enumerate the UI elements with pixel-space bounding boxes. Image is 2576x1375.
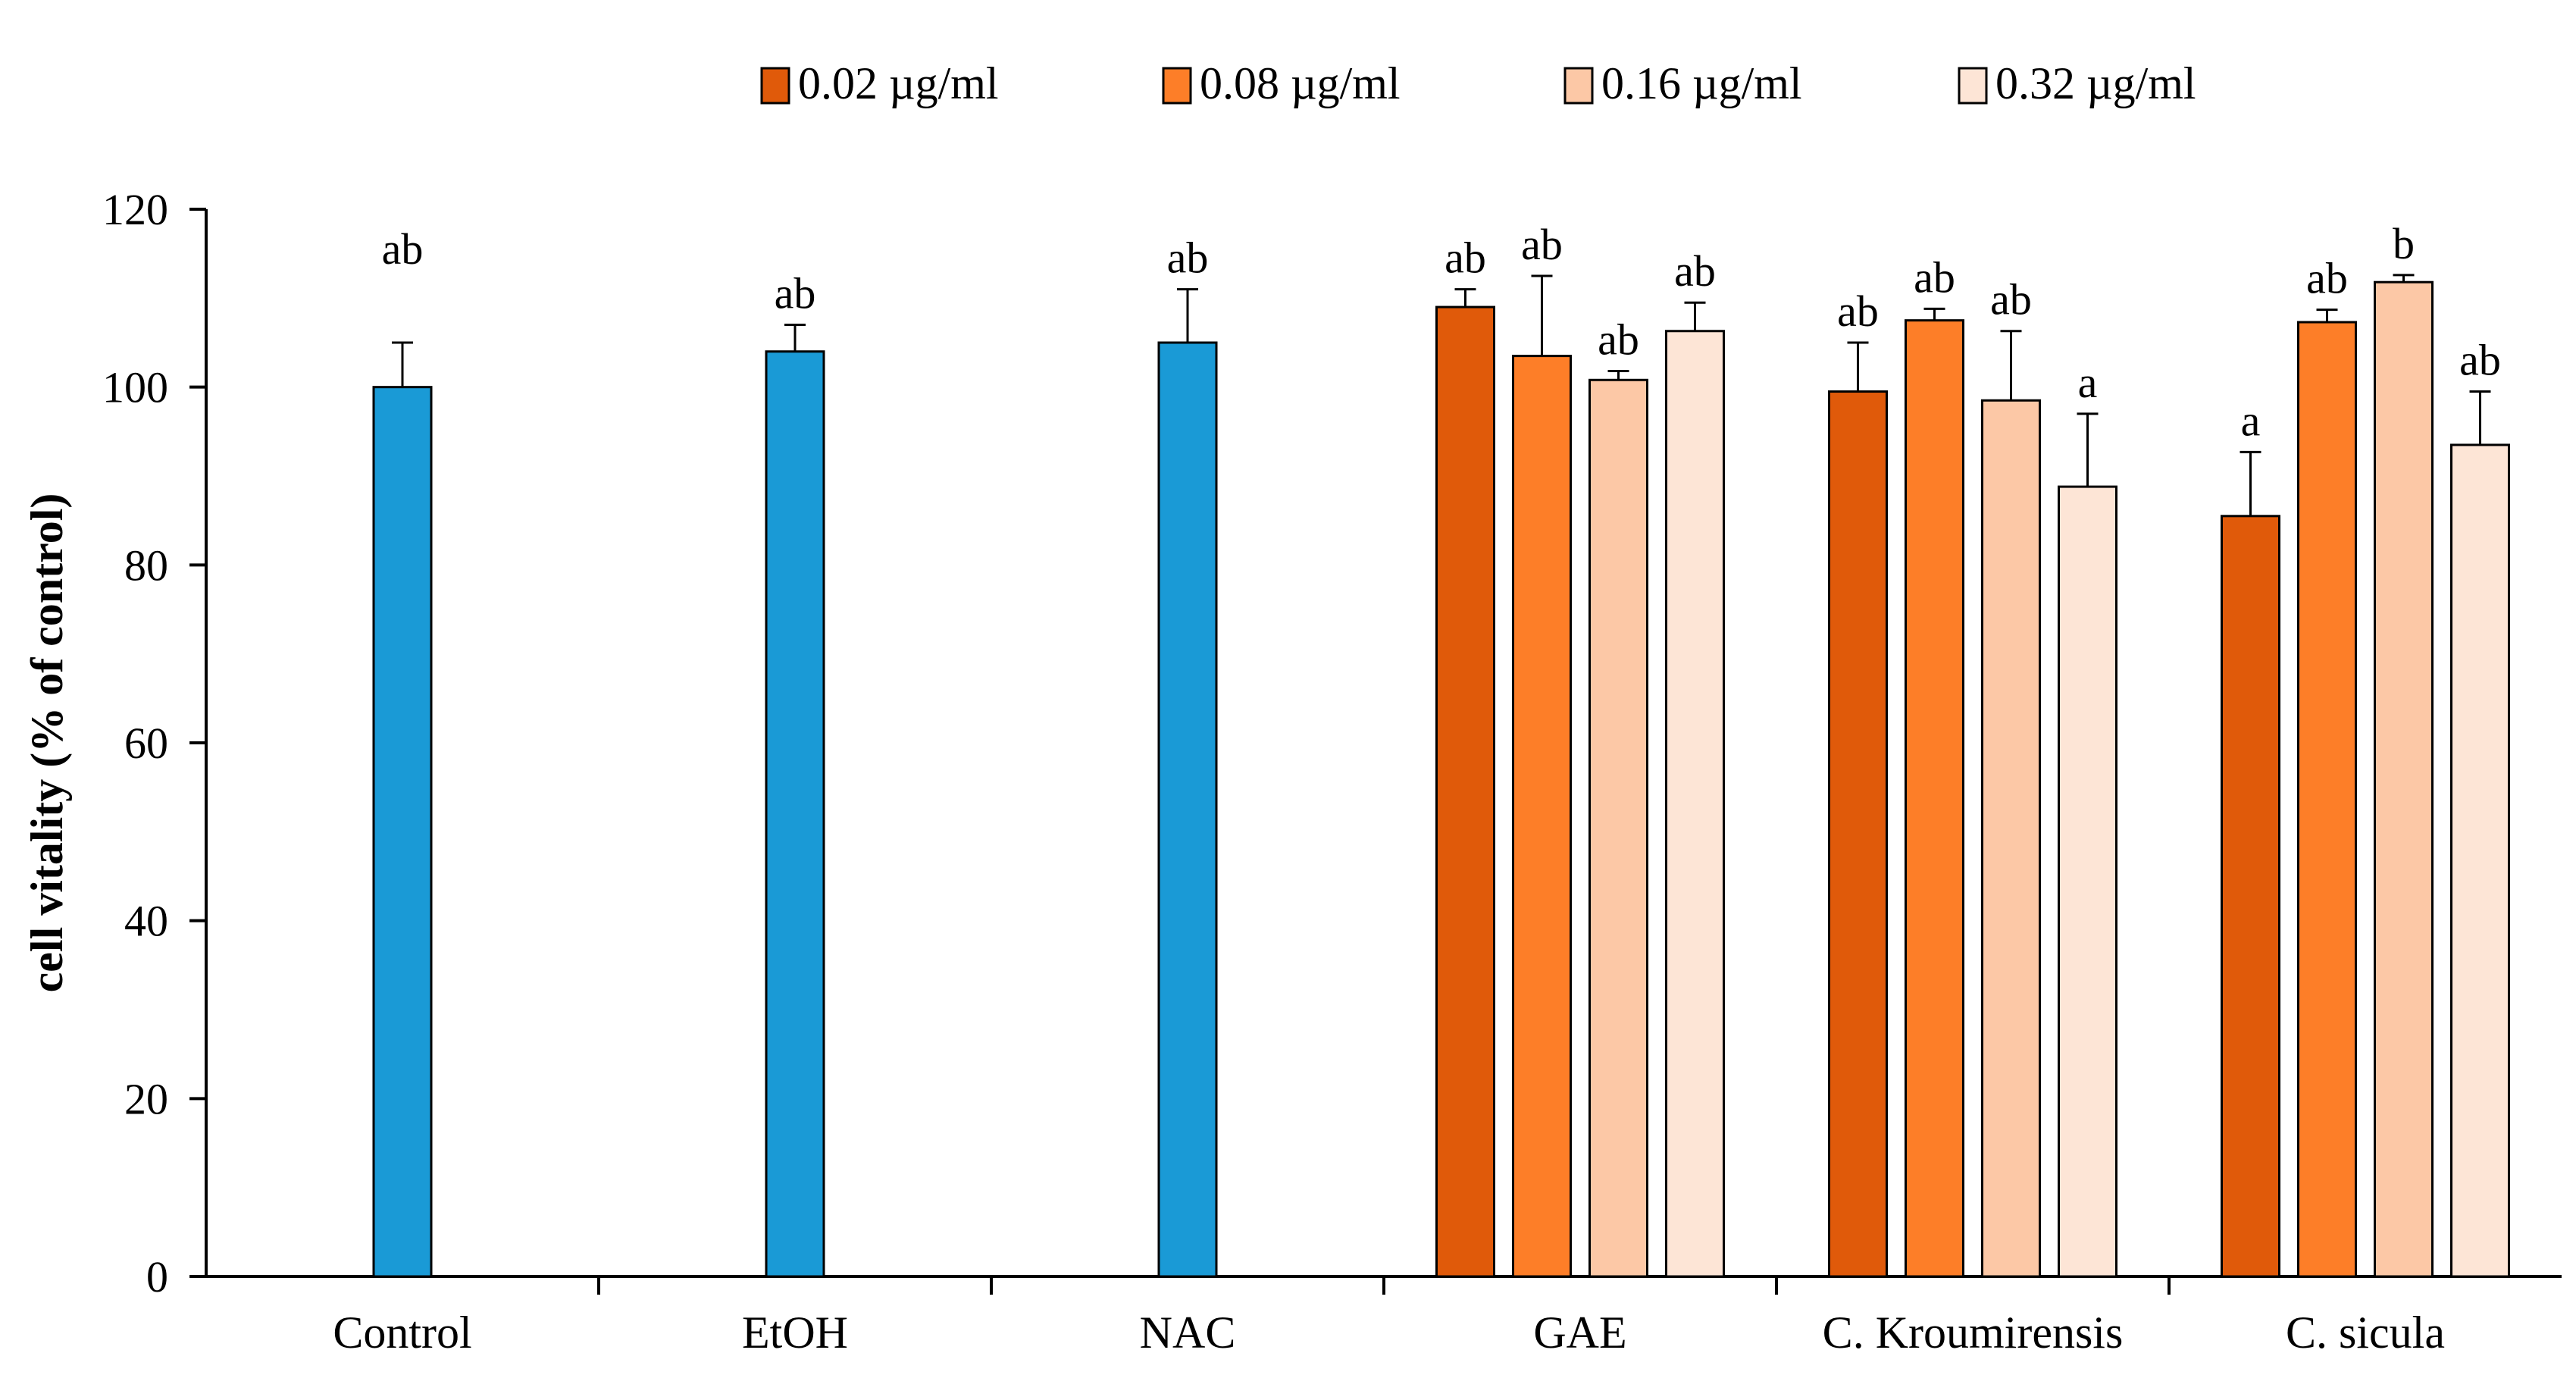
bar-g4-b3 — [1588, 378, 1648, 1278]
sig-label-g4-b3: ab — [1598, 315, 1639, 365]
y-tick-label-60: 60 — [124, 719, 168, 768]
legend-label-4: 0.32 µg/ml — [1995, 58, 2196, 108]
sig-label-g6-b2: ab — [2306, 254, 2348, 303]
y-tick-label-80: 80 — [124, 540, 168, 590]
legend-label-1: 0.02 µg/ml — [798, 58, 999, 108]
bar-g6-b4 — [2450, 443, 2510, 1278]
sig-label-g5-b4: a — [2078, 358, 2098, 407]
bar-g5-b3 — [1981, 399, 2041, 1278]
legend: 0.02 µg/ml 0.08 µg/ml 0.16 µg/ml 0.32 µg/ml — [760, 58, 2196, 108]
bar-g5-b2 — [1905, 319, 1964, 1278]
sig-label-g5-b3: ab — [1990, 275, 2032, 324]
sig-label-g6-b1: a — [2241, 396, 2261, 445]
sig-label-g3-b1: ab — [1167, 233, 1209, 283]
sig-label-g5-b1: ab — [1837, 287, 1879, 336]
legend-swatch-2 — [1162, 67, 1192, 105]
bar-g4-b4 — [1665, 330, 1725, 1278]
y-tick-label-120: 120 — [102, 185, 168, 234]
bars — [372, 274, 2510, 1278]
category-label-4: GAE — [1533, 1308, 1626, 1358]
category-label-6: C. sicula — [2286, 1308, 2445, 1358]
sig-label-g6-b4: ab — [2459, 336, 2501, 385]
category-label-5: C. Kroumirensis — [1823, 1308, 2124, 1358]
sig-label-g2-b1: ab — [775, 269, 816, 318]
legend-label-3: 0.16 µg/ml — [1601, 58, 1802, 108]
bar-g5-b1 — [1828, 390, 1888, 1278]
sig-label-g5-b2: ab — [1914, 252, 1955, 302]
legend-swatch-4 — [1958, 67, 1988, 105]
bar-g6-b3 — [2374, 280, 2434, 1278]
y-tick-label-0: 0 — [146, 1252, 168, 1301]
bar-g3-b1 — [1157, 341, 1218, 1278]
bar-g6-b1 — [2221, 515, 2280, 1278]
category-label-2: EtOH — [742, 1308, 848, 1358]
legend-swatch-1 — [760, 67, 790, 105]
sig-label-g4-b2: ab — [1521, 220, 1563, 269]
axes: 0 20 40 60 80 100 120 cell vitality (% of contr… — [22, 185, 2562, 1301]
sig-label-g1-b1: ab — [382, 224, 424, 274]
legend-label-2: 0.08 µg/ml — [1200, 58, 1401, 108]
bar-g1-b1 — [372, 386, 433, 1278]
bar-g4-b2 — [1512, 355, 1572, 1278]
sig-label-g4-b1: ab — [1445, 233, 1486, 283]
y-tick-label-100: 100 — [102, 363, 168, 412]
bar-g6-b2 — [2297, 321, 2357, 1278]
bar-g5-b4 — [2058, 485, 2117, 1278]
legend-swatch-3 — [1563, 67, 1594, 105]
category-label-3: NAC — [1140, 1308, 1236, 1358]
y-tick-label-40: 40 — [124, 897, 168, 946]
y-axis-label: cell vitality (% of control) — [22, 493, 72, 993]
bar-g2-b1 — [765, 350, 825, 1278]
sig-label-g4-b4: ab — [1674, 246, 1716, 296]
bar-g4-b1 — [1435, 305, 1495, 1278]
category-label-1: Control — [333, 1308, 471, 1358]
sig-label-g6-b3: b — [2393, 219, 2415, 268]
y-tick-label-20: 20 — [124, 1074, 168, 1123]
